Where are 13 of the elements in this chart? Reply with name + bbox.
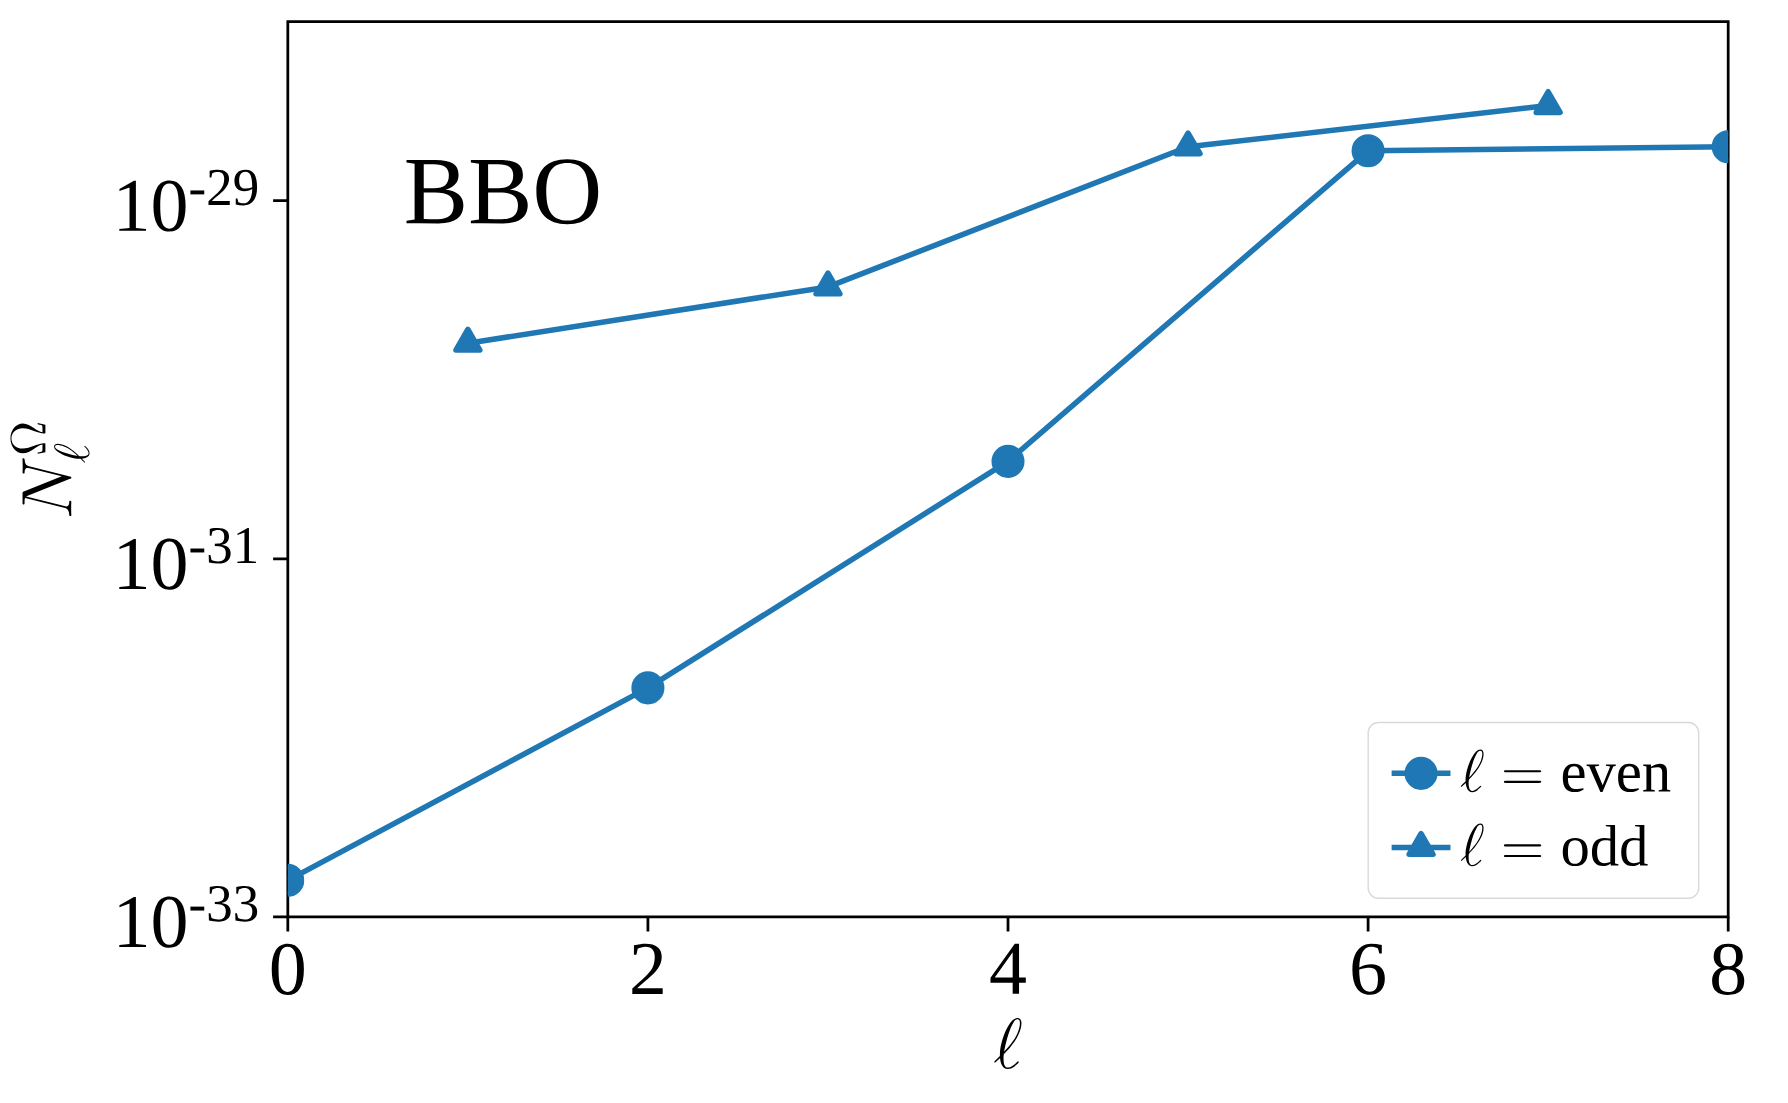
x-tick-label: 8 xyxy=(1712,943,1745,995)
y-tick-label: 10$^{-29}$ xyxy=(119,169,258,232)
x-tick-label: 6 xyxy=(1352,943,1385,995)
y-tick-label: 10$^{-33}$ xyxy=(119,885,258,948)
x-tick-label: 0 xyxy=(271,943,304,995)
annotation: BBO xyxy=(406,159,599,225)
legend-label: $\ell = \mathrm{odd}$ xyxy=(1460,823,1648,867)
x-axis-title: $\ell$ xyxy=(994,1017,1022,1070)
legend-label: $\ell = \mathrm{even}$ xyxy=(1460,749,1671,793)
y-axis-title: $N_\ell^\Omega$ xyxy=(10,423,90,517)
y-tick-label: 10$^{-31}$ xyxy=(119,527,257,590)
x-tick-label: 2 xyxy=(632,943,663,994)
x-tick-label: 4 xyxy=(990,943,1026,994)
